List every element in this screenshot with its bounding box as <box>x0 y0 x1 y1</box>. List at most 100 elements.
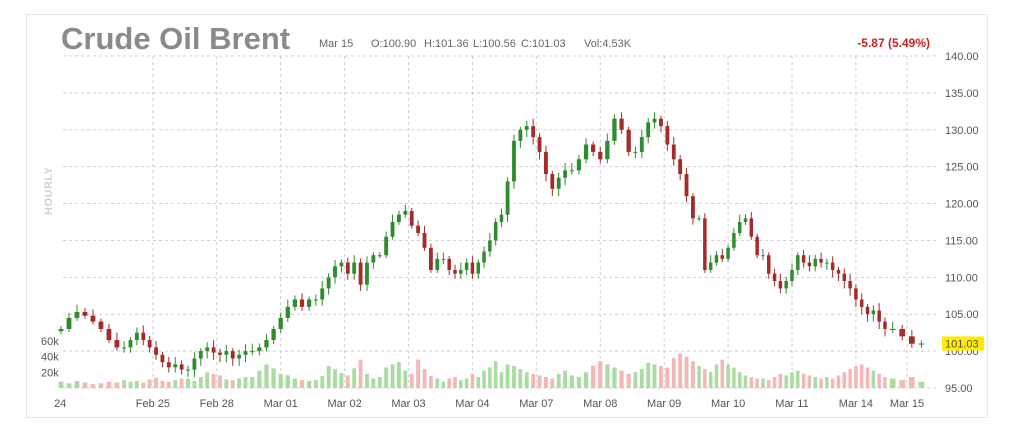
volume-bar <box>761 378 765 388</box>
candle-body <box>544 151 548 175</box>
price-tick-label: 130.00 <box>945 125 979 137</box>
candle-body <box>493 222 498 241</box>
volume-bar <box>299 380 305 388</box>
time-tick-label: Mar 04 <box>455 398 489 410</box>
volume-bar <box>652 364 657 388</box>
volume-bar <box>192 380 197 388</box>
candle-body <box>796 255 800 270</box>
candle-body <box>384 236 389 256</box>
volume-bar <box>732 367 736 388</box>
volume-bar <box>743 375 748 388</box>
volume-bar <box>569 375 574 388</box>
volume-bar <box>453 376 457 388</box>
volume-bar <box>345 375 350 388</box>
volume-bar <box>714 364 719 388</box>
candle-body <box>749 218 754 237</box>
candle-body <box>761 255 765 257</box>
candle-body <box>422 233 427 248</box>
volume-bar <box>459 380 463 388</box>
candle-body <box>122 347 127 349</box>
price-tick-label: 120.00 <box>945 199 979 211</box>
volume-bar <box>147 379 152 388</box>
volume-bar <box>576 376 582 388</box>
candle-body <box>784 281 788 289</box>
candle-body <box>306 299 312 307</box>
time-tick-label: Mar 14 <box>839 398 873 410</box>
candle-body <box>488 240 492 252</box>
axis-layer: 95.00100.00105.00110.00115.00120.00125.0… <box>41 51 984 410</box>
volume-bar <box>211 373 216 388</box>
volume-bar <box>749 376 754 388</box>
volume-bar <box>684 356 689 388</box>
volume-bar <box>830 378 835 388</box>
candle-body <box>918 343 925 345</box>
candle-body <box>714 255 719 263</box>
volume-bar <box>691 361 695 388</box>
volume-bar <box>708 372 713 388</box>
candle-body <box>147 340 152 348</box>
candle-body <box>899 328 906 337</box>
volume-bar <box>703 369 707 388</box>
price-tick-label: 140.00 <box>945 51 979 63</box>
time-tick-label: Mar 11 <box>775 398 808 410</box>
header-date: Mar 15 <box>319 38 353 50</box>
volume-bar <box>58 381 64 388</box>
volume-bar <box>778 373 783 388</box>
volume-bar <box>819 378 823 388</box>
volume-bar <box>333 369 337 388</box>
time-tick-label: Mar 10 <box>711 398 745 410</box>
candle-body <box>333 266 337 278</box>
volume-bar <box>98 383 104 388</box>
candle-body <box>320 288 325 300</box>
volume-bar <box>639 369 644 388</box>
candle-body <box>505 181 510 215</box>
candle-body <box>755 236 759 256</box>
header-volume: Vol:4.53K <box>584 38 632 50</box>
candle-body <box>186 369 190 371</box>
volume-bar <box>179 378 184 388</box>
candle-body <box>292 299 298 307</box>
volume-bar <box>403 370 408 388</box>
volume-bar <box>128 381 133 388</box>
volume-bar <box>66 383 72 388</box>
volume-bar <box>243 376 248 388</box>
volume-bar <box>767 380 771 388</box>
candle-body <box>352 262 357 274</box>
candle-body <box>106 328 112 341</box>
volume-bar <box>488 367 492 388</box>
candle-body <box>230 351 235 359</box>
grid-layer <box>63 55 939 389</box>
candle-body <box>476 262 480 274</box>
candle-body <box>250 351 255 353</box>
volume-bar <box>257 370 262 388</box>
candle-body <box>205 347 210 352</box>
candle-body <box>198 351 203 359</box>
candle-body <box>98 321 104 329</box>
volume-bar <box>524 372 529 388</box>
candle-body <box>114 340 120 348</box>
candle-body <box>550 174 555 189</box>
candle-body <box>854 288 858 300</box>
candle-body <box>583 144 589 160</box>
candle-body <box>403 210 408 215</box>
time-tick-label: Feb 28 <box>200 398 234 410</box>
candle-body <box>278 317 283 329</box>
volume-bar <box>697 365 701 388</box>
candlestick-chart: 95.00100.00105.00110.00115.00120.00125.0… <box>41 21 984 410</box>
volume-bar <box>306 380 312 388</box>
candle-body <box>345 262 350 274</box>
volume-bar <box>605 364 610 388</box>
candle-body <box>626 129 631 152</box>
volume-bar <box>772 376 777 388</box>
volume-bar <box>292 378 298 388</box>
volume-bar <box>544 376 548 388</box>
candle-body <box>192 358 197 370</box>
volume-bar <box>550 378 555 388</box>
volume-bar <box>678 353 683 388</box>
candle-body <box>271 328 276 341</box>
candle-body <box>859 299 864 307</box>
volume-bar <box>889 378 896 388</box>
candle-body <box>778 281 783 289</box>
volume-bar <box>371 378 376 388</box>
candle-body <box>825 262 829 264</box>
